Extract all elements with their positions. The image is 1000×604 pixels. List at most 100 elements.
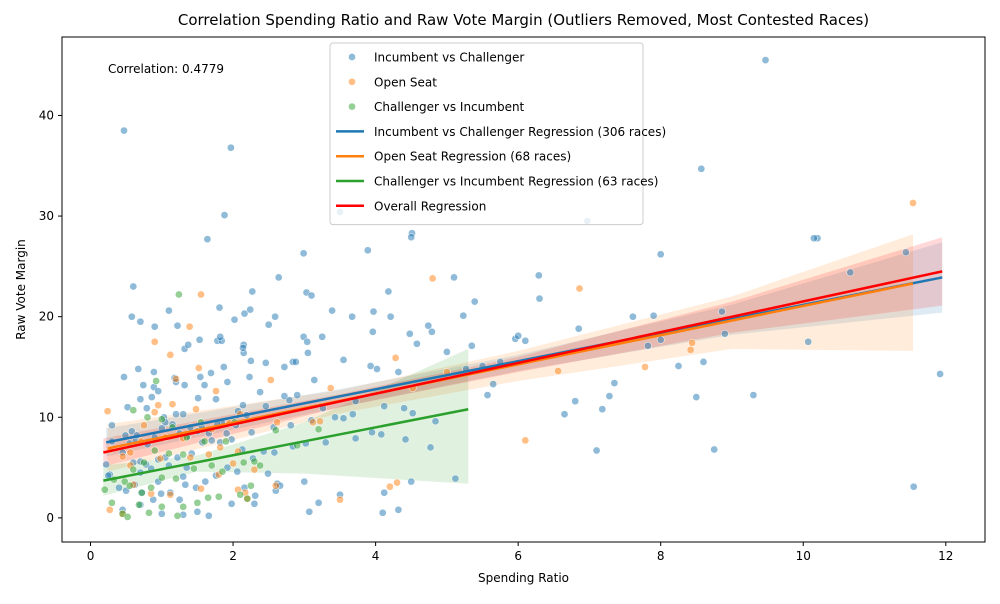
data-point (408, 409, 417, 418)
data-point (194, 394, 202, 402)
data-point (641, 363, 649, 371)
data-point (697, 164, 706, 173)
data-point (571, 397, 580, 406)
data-point (150, 446, 159, 455)
data-point (145, 508, 153, 517)
data-point (223, 378, 232, 386)
data-point (175, 495, 184, 504)
data-point (203, 235, 212, 244)
confidence-bands (103, 234, 943, 496)
data-point (120, 126, 128, 135)
data-point (902, 248, 910, 257)
data-point (300, 477, 309, 486)
data-point (483, 391, 492, 399)
data-point (120, 477, 129, 486)
data-point (166, 351, 175, 359)
data-point (575, 284, 584, 293)
data-point (247, 357, 255, 365)
chart-legend: Incumbent vs Challenger Open Seat Challeng… (329, 42, 666, 226)
data-point (248, 287, 257, 296)
data-point (250, 499, 259, 508)
y-tick-label: 0 (46, 511, 54, 525)
data-point (470, 297, 479, 306)
data-point (239, 458, 248, 467)
data-point (936, 370, 944, 378)
data-point (514, 331, 523, 340)
data-point (172, 375, 180, 383)
data-point (293, 391, 302, 399)
data-point (184, 340, 193, 349)
data-point (140, 458, 148, 467)
data-point (368, 327, 377, 336)
data-point (467, 341, 476, 350)
data-point (261, 402, 270, 411)
data-point (761, 56, 770, 64)
data-point (193, 498, 202, 507)
data-point (393, 478, 401, 487)
data-point (656, 250, 665, 259)
data-point (179, 472, 188, 481)
legend-marker (348, 77, 356, 86)
data-point (699, 358, 708, 366)
data-point (165, 449, 173, 458)
data-point (193, 507, 202, 516)
confidence-band (107, 234, 914, 472)
data-point (227, 499, 236, 508)
y-tick-label: 40 (39, 108, 54, 122)
data-point (134, 365, 143, 373)
data-point (339, 414, 348, 423)
data-point (165, 306, 173, 315)
data-point (108, 421, 116, 430)
data-point (239, 401, 247, 410)
data-point (166, 490, 175, 499)
data-point (348, 410, 357, 419)
data-point (239, 343, 247, 352)
data-point (521, 436, 530, 445)
y-tick-label: 30 (39, 209, 54, 223)
data-point (154, 387, 163, 395)
data-point (909, 199, 917, 207)
data-point (428, 327, 436, 336)
data-point (243, 494, 252, 503)
data-point (692, 393, 701, 401)
legend-label: Open Seat (374, 75, 437, 89)
data-point (318, 332, 327, 341)
data-point (688, 338, 696, 347)
data-point (204, 450, 213, 459)
data-point (264, 469, 272, 478)
data-point (909, 482, 918, 491)
data-point (156, 454, 165, 463)
data-point (118, 452, 127, 461)
data-point (181, 480, 190, 489)
legend-label: Incumbent vs Challenger (374, 51, 524, 65)
data-point (220, 211, 229, 219)
data-point (720, 329, 729, 338)
data-point (143, 413, 152, 422)
data-point (674, 362, 683, 370)
data-point (749, 391, 758, 399)
data-point (223, 463, 232, 472)
data-point (271, 481, 280, 490)
data-point (366, 362, 375, 370)
data-point (197, 484, 205, 493)
data-point (314, 498, 323, 507)
data-point (431, 417, 440, 426)
data-point (810, 234, 818, 243)
data-point (250, 457, 259, 466)
data-point (363, 246, 372, 255)
data-point (554, 367, 562, 375)
data-point (394, 368, 403, 376)
data-point (369, 307, 378, 316)
data-point (413, 339, 421, 348)
data-point (108, 498, 116, 507)
regression-lines (103, 270, 943, 482)
data-point (535, 294, 544, 303)
data-point (127, 427, 136, 436)
data-point (534, 271, 543, 280)
data-point (222, 437, 230, 446)
data-point (280, 363, 289, 371)
data-point (247, 481, 255, 490)
data-point (212, 387, 220, 395)
data-point (218, 467, 227, 476)
